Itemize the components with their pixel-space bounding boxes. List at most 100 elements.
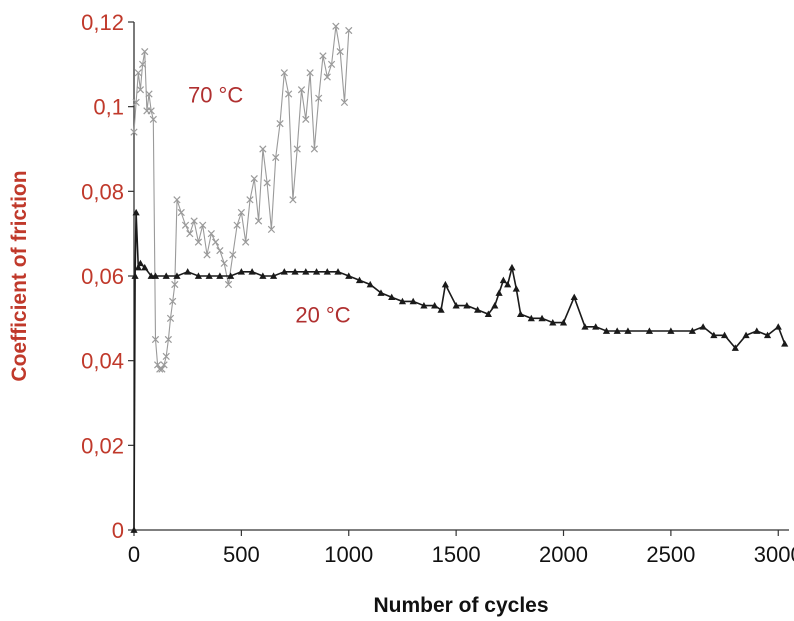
data-point <box>227 272 235 279</box>
data-point <box>205 272 213 279</box>
data-point <box>508 263 516 271</box>
series-0 <box>130 22 353 373</box>
x-tick-label: 2000 <box>539 542 588 567</box>
data-point <box>319 52 327 60</box>
data-point <box>409 297 417 305</box>
data-point <box>280 268 288 275</box>
data-point <box>437 306 445 313</box>
data-point <box>345 272 353 279</box>
data-point <box>538 314 546 322</box>
data-point <box>559 318 568 326</box>
data-point <box>549 318 557 326</box>
data-point <box>280 69 288 77</box>
data-point <box>388 293 396 301</box>
data-point <box>151 335 160 344</box>
data-point <box>284 90 293 98</box>
series-1 <box>130 208 789 533</box>
data-point <box>463 302 471 309</box>
y-axis-label: Coefficient of friction <box>8 170 31 381</box>
data-point <box>132 208 140 216</box>
data-point <box>377 289 385 296</box>
data-point <box>323 268 331 275</box>
data-point <box>302 115 310 123</box>
data-point <box>293 145 301 153</box>
data-point <box>592 323 600 330</box>
data-point <box>263 179 271 187</box>
data-point <box>158 365 166 373</box>
data-point <box>334 268 342 275</box>
x-tick-label: 1000 <box>324 542 373 567</box>
data-point <box>203 251 211 259</box>
data-point <box>310 145 319 153</box>
data-point <box>242 238 250 246</box>
annotation-layer: 70 °C 20 °C <box>188 82 351 327</box>
data-point <box>254 217 263 225</box>
data-point <box>366 280 374 288</box>
data-point <box>259 272 267 279</box>
data-point <box>229 251 237 259</box>
data-point <box>190 217 198 225</box>
data-point <box>512 285 520 292</box>
x-tick-label: 500 <box>223 542 260 567</box>
data-point <box>297 86 306 94</box>
y-tick-label: 0,12 <box>81 10 124 35</box>
data-point <box>259 145 267 153</box>
data-point <box>688 327 696 334</box>
data-point <box>452 302 460 309</box>
data-point <box>248 268 256 275</box>
data-point <box>141 263 149 271</box>
data-point <box>224 280 233 289</box>
data-point <box>527 314 535 322</box>
data-point <box>491 302 499 309</box>
y-tick-label: 0,02 <box>81 433 124 458</box>
data-point <box>141 48 149 56</box>
data-point <box>134 263 142 271</box>
data-point <box>420 302 428 309</box>
data-point <box>516 310 525 317</box>
data-point <box>302 268 310 275</box>
x-axis-label: Number of cycles <box>373 594 548 617</box>
data-point <box>484 310 492 317</box>
data-point <box>181 221 190 229</box>
data-point <box>169 297 177 306</box>
data-point <box>720 331 729 339</box>
data-point <box>130 128 138 136</box>
data-point <box>315 94 323 102</box>
data-point <box>710 331 718 339</box>
data-point <box>781 340 789 347</box>
data-point <box>570 293 578 301</box>
data-point <box>332 22 340 30</box>
data-point <box>398 297 407 305</box>
y-tick-label: 0 <box>112 518 124 543</box>
data-point <box>581 323 589 330</box>
data-point <box>504 280 512 288</box>
data-point <box>340 98 349 107</box>
data-point <box>753 327 761 334</box>
data-point <box>289 196 297 204</box>
data-point <box>355 276 364 284</box>
data-point <box>220 259 228 267</box>
data-point <box>246 196 254 204</box>
data-point <box>173 196 181 204</box>
series-layer <box>130 22 789 533</box>
x-tick-label: 2500 <box>646 542 695 567</box>
data-point <box>184 268 192 275</box>
data-point <box>186 230 194 238</box>
y-tick-label: 0,04 <box>81 349 124 374</box>
data-point <box>774 323 782 330</box>
data-point <box>173 272 181 279</box>
data-point <box>216 272 224 279</box>
data-point <box>164 335 172 344</box>
data-point <box>199 221 207 229</box>
data-point <box>250 175 258 183</box>
data-point <box>742 331 750 339</box>
data-point <box>166 314 175 322</box>
series-annotation: 70 °C <box>188 82 243 107</box>
data-point <box>602 327 611 334</box>
data-point <box>613 327 621 334</box>
data-point <box>162 352 170 361</box>
data-point <box>145 90 153 98</box>
data-point <box>312 268 321 275</box>
data-point <box>624 327 632 334</box>
